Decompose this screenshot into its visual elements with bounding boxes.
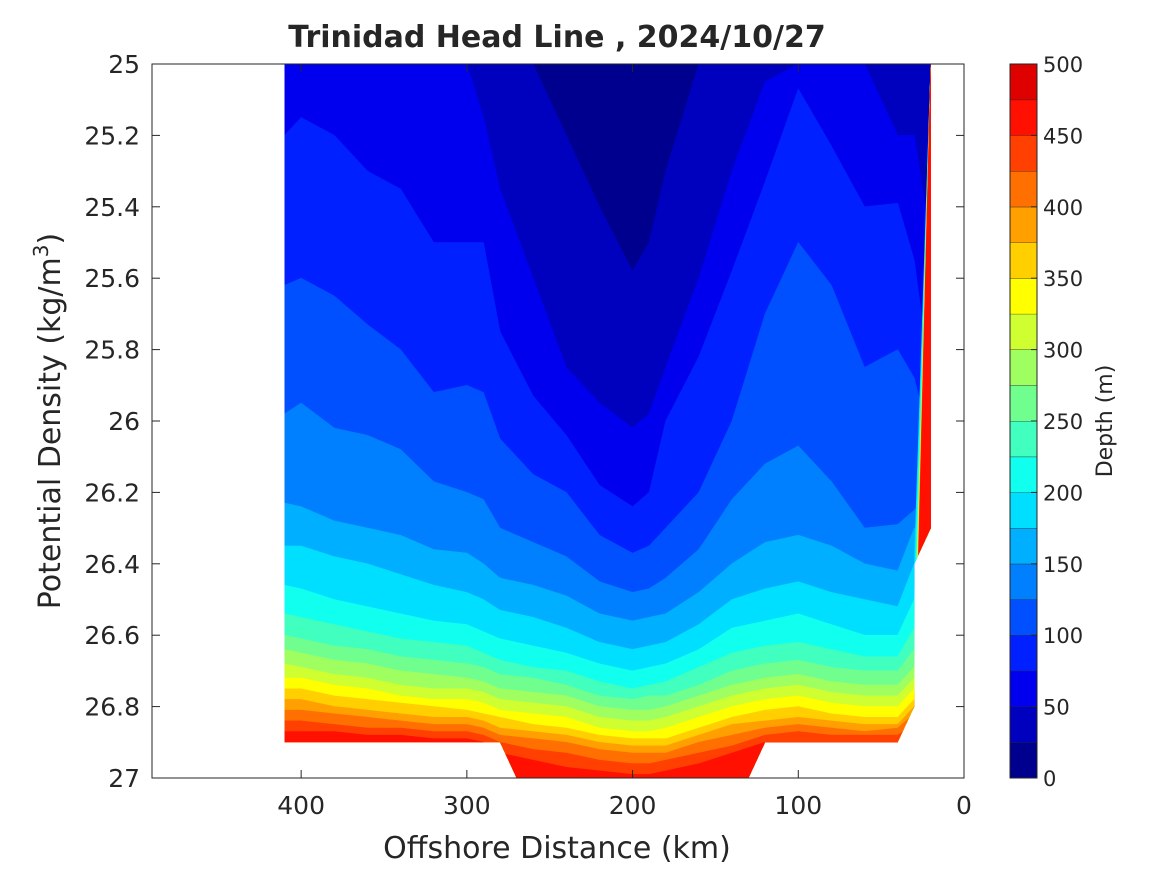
colorbar-segment [1010, 171, 1037, 207]
chart-title: Trinidad Head Line , 2024/10/27 [288, 20, 825, 55]
y-tick-label: 25.8 [84, 336, 140, 365]
x-axis-ticks: 400 300 200 100 0 [277, 64, 972, 820]
colorbar-tick-label: 50 [1043, 696, 1070, 720]
y-axis-label-text: Potential Density (kg/m [33, 257, 68, 609]
x-tick-label: 100 [774, 791, 822, 820]
y-tick-label: 25.6 [84, 264, 140, 293]
colorbar-segment [1010, 99, 1037, 136]
y-tick-label: 25.2 [84, 121, 140, 150]
plot-area [284, 64, 931, 778]
colorbar-segment [1010, 456, 1037, 493]
colorbar-segment [1010, 492, 1037, 529]
y-axis-label: Potential Density (kg/m3) [29, 233, 68, 609]
colorbar-tick-label: 300 [1043, 339, 1083, 363]
colorbar-tick-label: 450 [1043, 124, 1083, 148]
y-tick-label: 25.4 [84, 193, 140, 222]
x-tick-label: 0 [956, 791, 972, 820]
colorbar-tick-label: 500 [1043, 53, 1083, 77]
colorbar-tick-label: 350 [1043, 267, 1083, 291]
y-tick-label: 27 [108, 764, 140, 793]
y-tick-label: 26.4 [84, 550, 140, 579]
colorbar-segment [1010, 635, 1037, 671]
colorbar-segment [1010, 706, 1037, 743]
y-axis-label-close: ) [33, 233, 68, 245]
x-tick-label: 400 [277, 791, 325, 820]
colorbar-segment [1010, 421, 1037, 457]
colorbar-segment [1010, 528, 1037, 564]
colorbar-segment [1010, 313, 1037, 350]
colorbar-label: Depth (m) [1093, 365, 1118, 478]
colorbar-segment [1010, 599, 1037, 636]
colorbar-segment [1010, 278, 1037, 314]
colorbar-segment [1010, 206, 1037, 243]
colorbar-segment [1010, 135, 1037, 172]
y-tick-label: 25 [108, 50, 140, 79]
y-axis-ticks: 25 25.2 25.4 25.6 25.8 26 26.2 26.4 26.6 26.8 27 [84, 50, 964, 793]
x-axis-label: Offshore Distance (km) [383, 831, 731, 866]
colorbar-segment [1010, 742, 1037, 778]
x-tick-label: 300 [443, 791, 491, 820]
colorbar: 0 50 100 150 200 250 300 350 400 450 500 [1009, 53, 1083, 791]
colorbar-segment [1010, 64, 1037, 100]
colorbar-segment [1010, 670, 1037, 707]
colorbar-tick-label: 200 [1043, 481, 1083, 505]
colorbar-tick-label: 400 [1043, 196, 1083, 220]
x-tick-label: 200 [609, 791, 657, 820]
y-tick-label: 26.8 [84, 693, 140, 722]
colorbar-segment [1010, 242, 1037, 279]
y-tick-label: 26.2 [84, 478, 140, 507]
colorbar-segment [1010, 385, 1037, 421]
colorbar-tick-label: 150 [1043, 553, 1083, 577]
y-axis-label-superscript: 3 [29, 244, 53, 257]
colorbar-tick-label: 0 [1043, 767, 1056, 791]
colorbar-tick-label: 250 [1043, 410, 1083, 434]
colorbar-segment [1010, 349, 1037, 386]
colorbar-tick-label: 100 [1043, 624, 1083, 648]
y-tick-label: 26.6 [84, 621, 140, 650]
colorbar-segment [1010, 563, 1037, 600]
contour-band-250 [284, 64, 931, 778]
y-tick-label: 26 [108, 407, 140, 436]
